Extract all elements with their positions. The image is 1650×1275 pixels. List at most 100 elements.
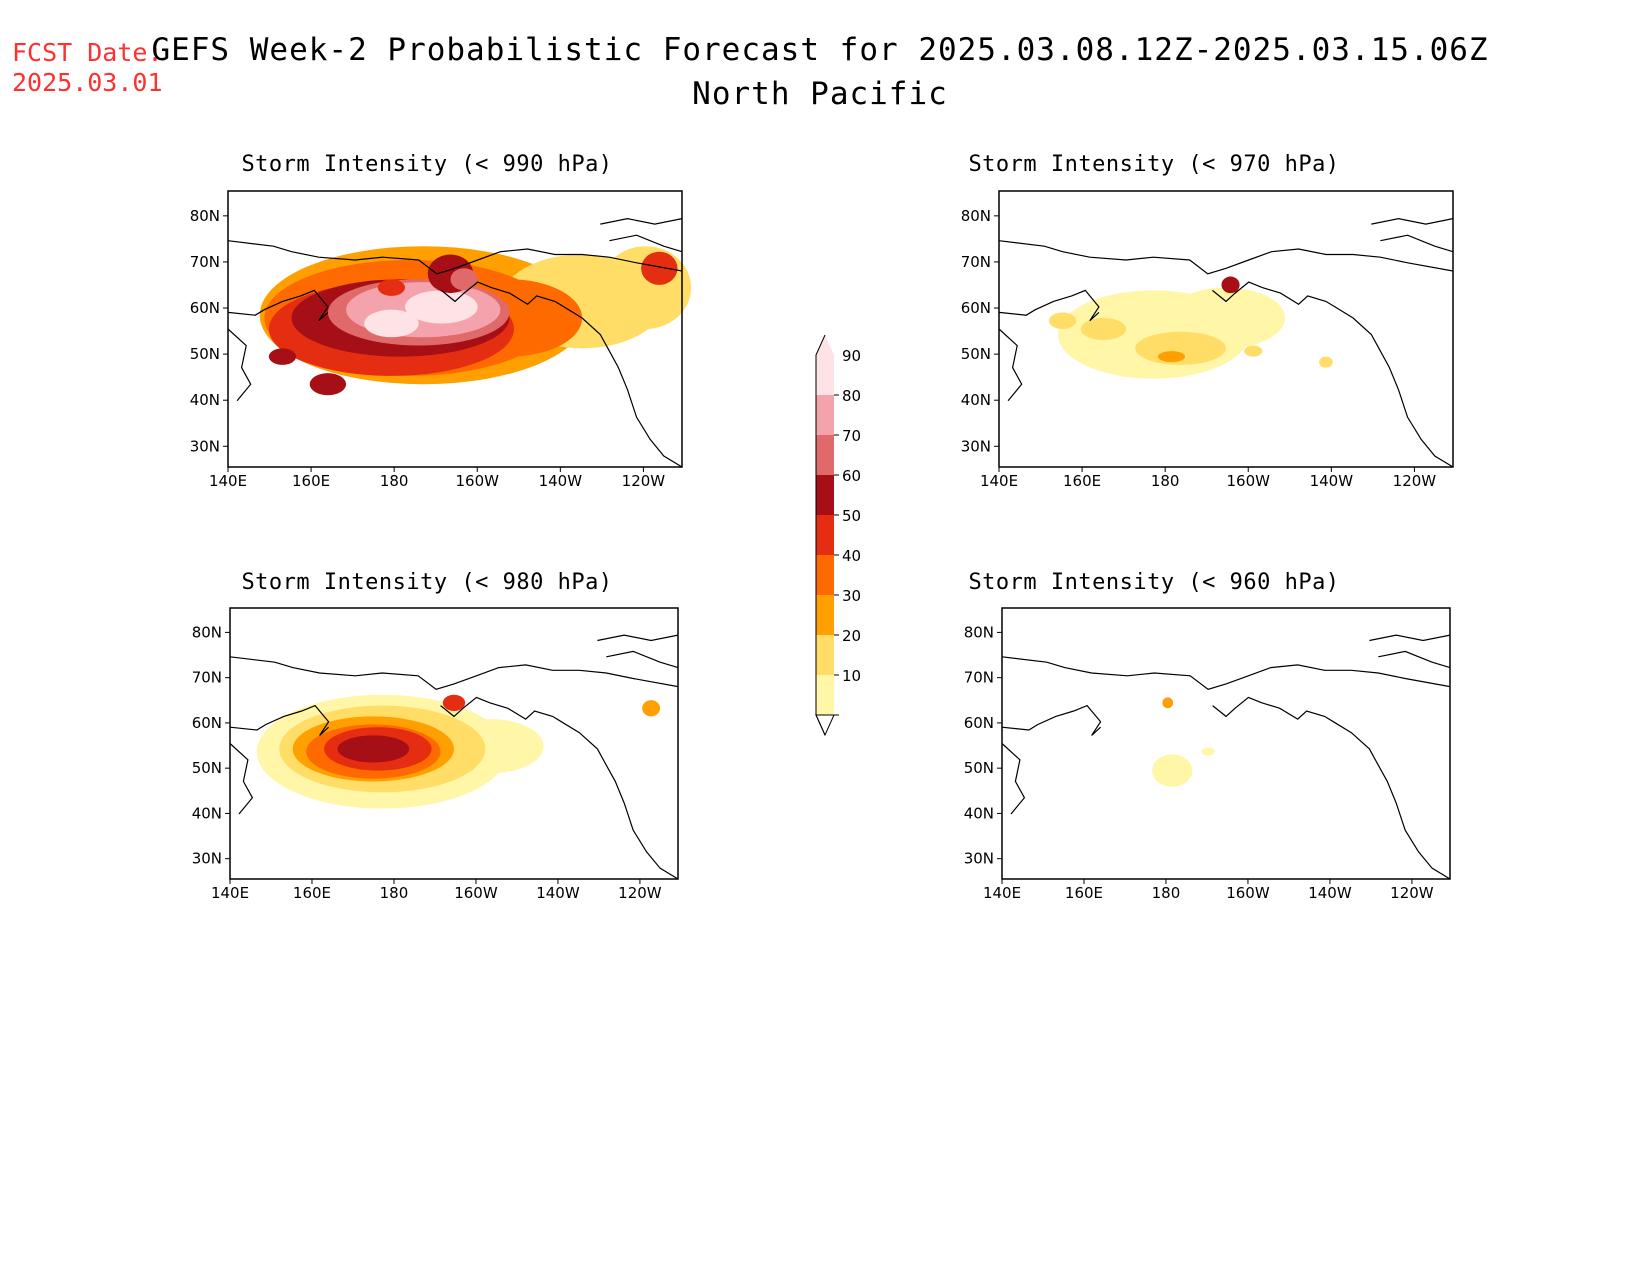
coastline — [229, 656, 679, 690]
probability-shade — [442, 694, 466, 711]
lon-label: 180 — [1152, 884, 1181, 902]
colorbar-segment — [816, 595, 834, 635]
coastline — [441, 281, 683, 468]
lon-label: 180 — [380, 884, 409, 902]
probability-shade — [377, 279, 406, 296]
lat-label: 50N — [192, 759, 222, 777]
probability-shade — [1221, 276, 1240, 294]
panel-title-980: Storm Intensity (< 980 hPa) — [241, 570, 613, 595]
forecast-date-block: FCST Date: 2025.03.01 — [12, 38, 163, 98]
lon-label: 160E — [293, 884, 331, 902]
lat-label: 30N — [190, 437, 220, 455]
lat-label: 70N — [192, 669, 222, 687]
lat-label: 40N — [192, 804, 222, 822]
probability-shade — [309, 373, 347, 396]
coastline — [1001, 743, 1026, 815]
coastline — [606, 650, 679, 669]
lat-label: 30N — [964, 850, 994, 868]
lat-label: 30N — [961, 437, 991, 455]
colorbar-label: 20 — [842, 627, 861, 645]
coastline — [1001, 656, 1451, 690]
probability-shade — [1048, 312, 1077, 329]
map-area — [1001, 634, 1451, 880]
coastline — [998, 240, 1454, 275]
colorbar-segment — [816, 555, 834, 595]
lon-label: 120W — [1393, 472, 1437, 490]
probability-shade — [1080, 317, 1127, 341]
probability-shade — [1162, 697, 1174, 709]
map-panel-990: 140E 160E 180 160W 140W 120W 80N 70N 60N 50N 40N 30… — [190, 190, 692, 490]
colorbar-bottom-arrow — [815, 714, 835, 737]
lon-label: 160E — [292, 472, 330, 490]
map-frame — [998, 190, 1454, 468]
lat-label: 30N — [192, 850, 222, 868]
lat-label: 60N — [961, 299, 991, 317]
lon-label: 180 — [1151, 472, 1180, 490]
lon-label: 140E — [983, 884, 1021, 902]
probability-shade — [364, 309, 419, 338]
colorbar-label: 70 — [842, 427, 861, 445]
probability-shade — [1157, 351, 1186, 363]
colorbar-label: 40 — [842, 547, 861, 565]
lon-label: 140E — [980, 472, 1018, 490]
lat-label: 40N — [961, 391, 991, 409]
forecast-date-label: FCST Date: — [12, 38, 163, 67]
colorbar-segment — [816, 515, 834, 555]
lat-label: 60N — [964, 714, 994, 732]
lon-label: 140W — [1308, 884, 1352, 902]
lon-label: 120W — [1390, 884, 1434, 902]
probability-shade — [642, 700, 661, 717]
map-frame — [229, 607, 679, 880]
colorbar-segment — [816, 355, 834, 395]
colorbar-label: 90 — [842, 347, 861, 365]
lat-label: 70N — [964, 669, 994, 687]
probability-shade — [1201, 747, 1215, 756]
panel-title-960: Storm Intensity (< 960 hPa) — [968, 570, 1340, 595]
map-area — [229, 634, 679, 880]
lon-label: 140W — [539, 472, 583, 490]
colorbar-label: 60 — [842, 467, 861, 485]
coastline — [609, 234, 683, 253]
probability-shade — [405, 290, 478, 324]
coastline — [597, 634, 679, 642]
region-subtitle: North Pacific — [692, 76, 948, 112]
colorbar-label: 30 — [842, 587, 861, 605]
coastline — [1369, 634, 1451, 642]
probability-shade — [450, 268, 478, 291]
map-panel-960: 140E 160E 180 160W 140W 120W 80N 70N 60N 50N 40N 30… — [964, 607, 1451, 902]
map-panel-980: 140E 160E 180 160W 140W 120W 80N 70N 60N 50N 40N 30… — [192, 607, 679, 902]
coastline — [227, 240, 683, 275]
lat-label: 60N — [192, 714, 222, 732]
lat-label: 60N — [190, 299, 220, 317]
probability-shade — [641, 251, 678, 285]
main-title: GEFS Week-2 Probabilistic Forecast for 2… — [151, 32, 1489, 68]
colorbar-label: 10 — [842, 667, 861, 685]
probability-shade — [1135, 331, 1226, 365]
lat-label: 40N — [964, 804, 994, 822]
lat-label: 80N — [961, 207, 991, 225]
colorbar-segment — [816, 475, 834, 515]
panel-title-990: Storm Intensity (< 990 hPa) — [241, 152, 613, 177]
lat-label: 50N — [961, 345, 991, 363]
colorbar-label: 80 — [842, 387, 861, 405]
coastline — [229, 704, 330, 736]
lon-label: 140W — [1310, 472, 1354, 490]
lat-label: 80N — [190, 207, 220, 225]
lat-label: 50N — [964, 759, 994, 777]
lat-label: 50N — [190, 345, 220, 363]
lon-label: 180 — [380, 472, 409, 490]
lon-label: 160W — [456, 472, 500, 490]
coastline — [1001, 704, 1102, 736]
probability-shade — [337, 735, 410, 763]
panel-title-970: Storm Intensity (< 970 hPa) — [968, 152, 1340, 177]
lat-label: 70N — [961, 253, 991, 271]
lon-label: 160W — [1227, 472, 1271, 490]
coastline — [440, 696, 679, 880]
coastline — [229, 743, 254, 815]
coastline — [227, 328, 252, 402]
coastline — [1378, 650, 1451, 669]
probability-shade — [1152, 754, 1193, 787]
lon-label: 160E — [1063, 472, 1101, 490]
map-frame — [1001, 607, 1451, 880]
coastline — [998, 328, 1023, 402]
